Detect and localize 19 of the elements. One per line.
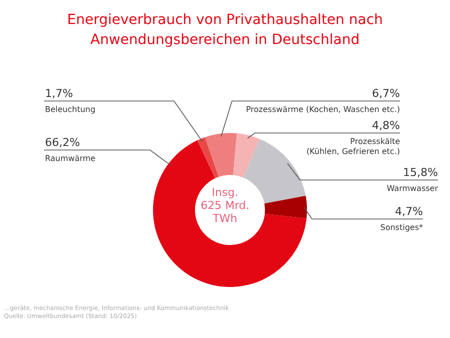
data-label: 6,7% — [372, 87, 400, 100]
donut-slice — [197, 137, 219, 178]
data-label: 4,8% — [372, 119, 400, 132]
data-label: 4,7% — [395, 205, 423, 218]
data-label: 66,2% — [45, 136, 80, 149]
donut-slice — [204, 133, 237, 177]
data-label: 1,7% — [45, 87, 73, 100]
slice-label: Beleuchtung — [45, 105, 96, 114]
chart-title: Energieverbrauch von Privathaushalten nach Anwendungsbereichen in Deutschland — [66, 11, 384, 50]
data-label: 15,8% — [403, 166, 438, 179]
slice-label: Raumwärme — [45, 154, 96, 163]
donut-slice — [233, 133, 260, 178]
donut-slice — [264, 196, 307, 218]
slice-label: Sonstiges* — [380, 223, 423, 232]
text: Insg. 625 Mrd. TWh — [200, 186, 250, 225]
slice-label: Prozesswärme (Kochen, Waschen etc.) — [246, 105, 400, 114]
slice-label: Warmwasser — [386, 184, 439, 193]
slice-label: Prozesskälte (Kühlen, Gefrieren etc.) — [306, 137, 400, 156]
donut-slice — [153, 140, 307, 287]
